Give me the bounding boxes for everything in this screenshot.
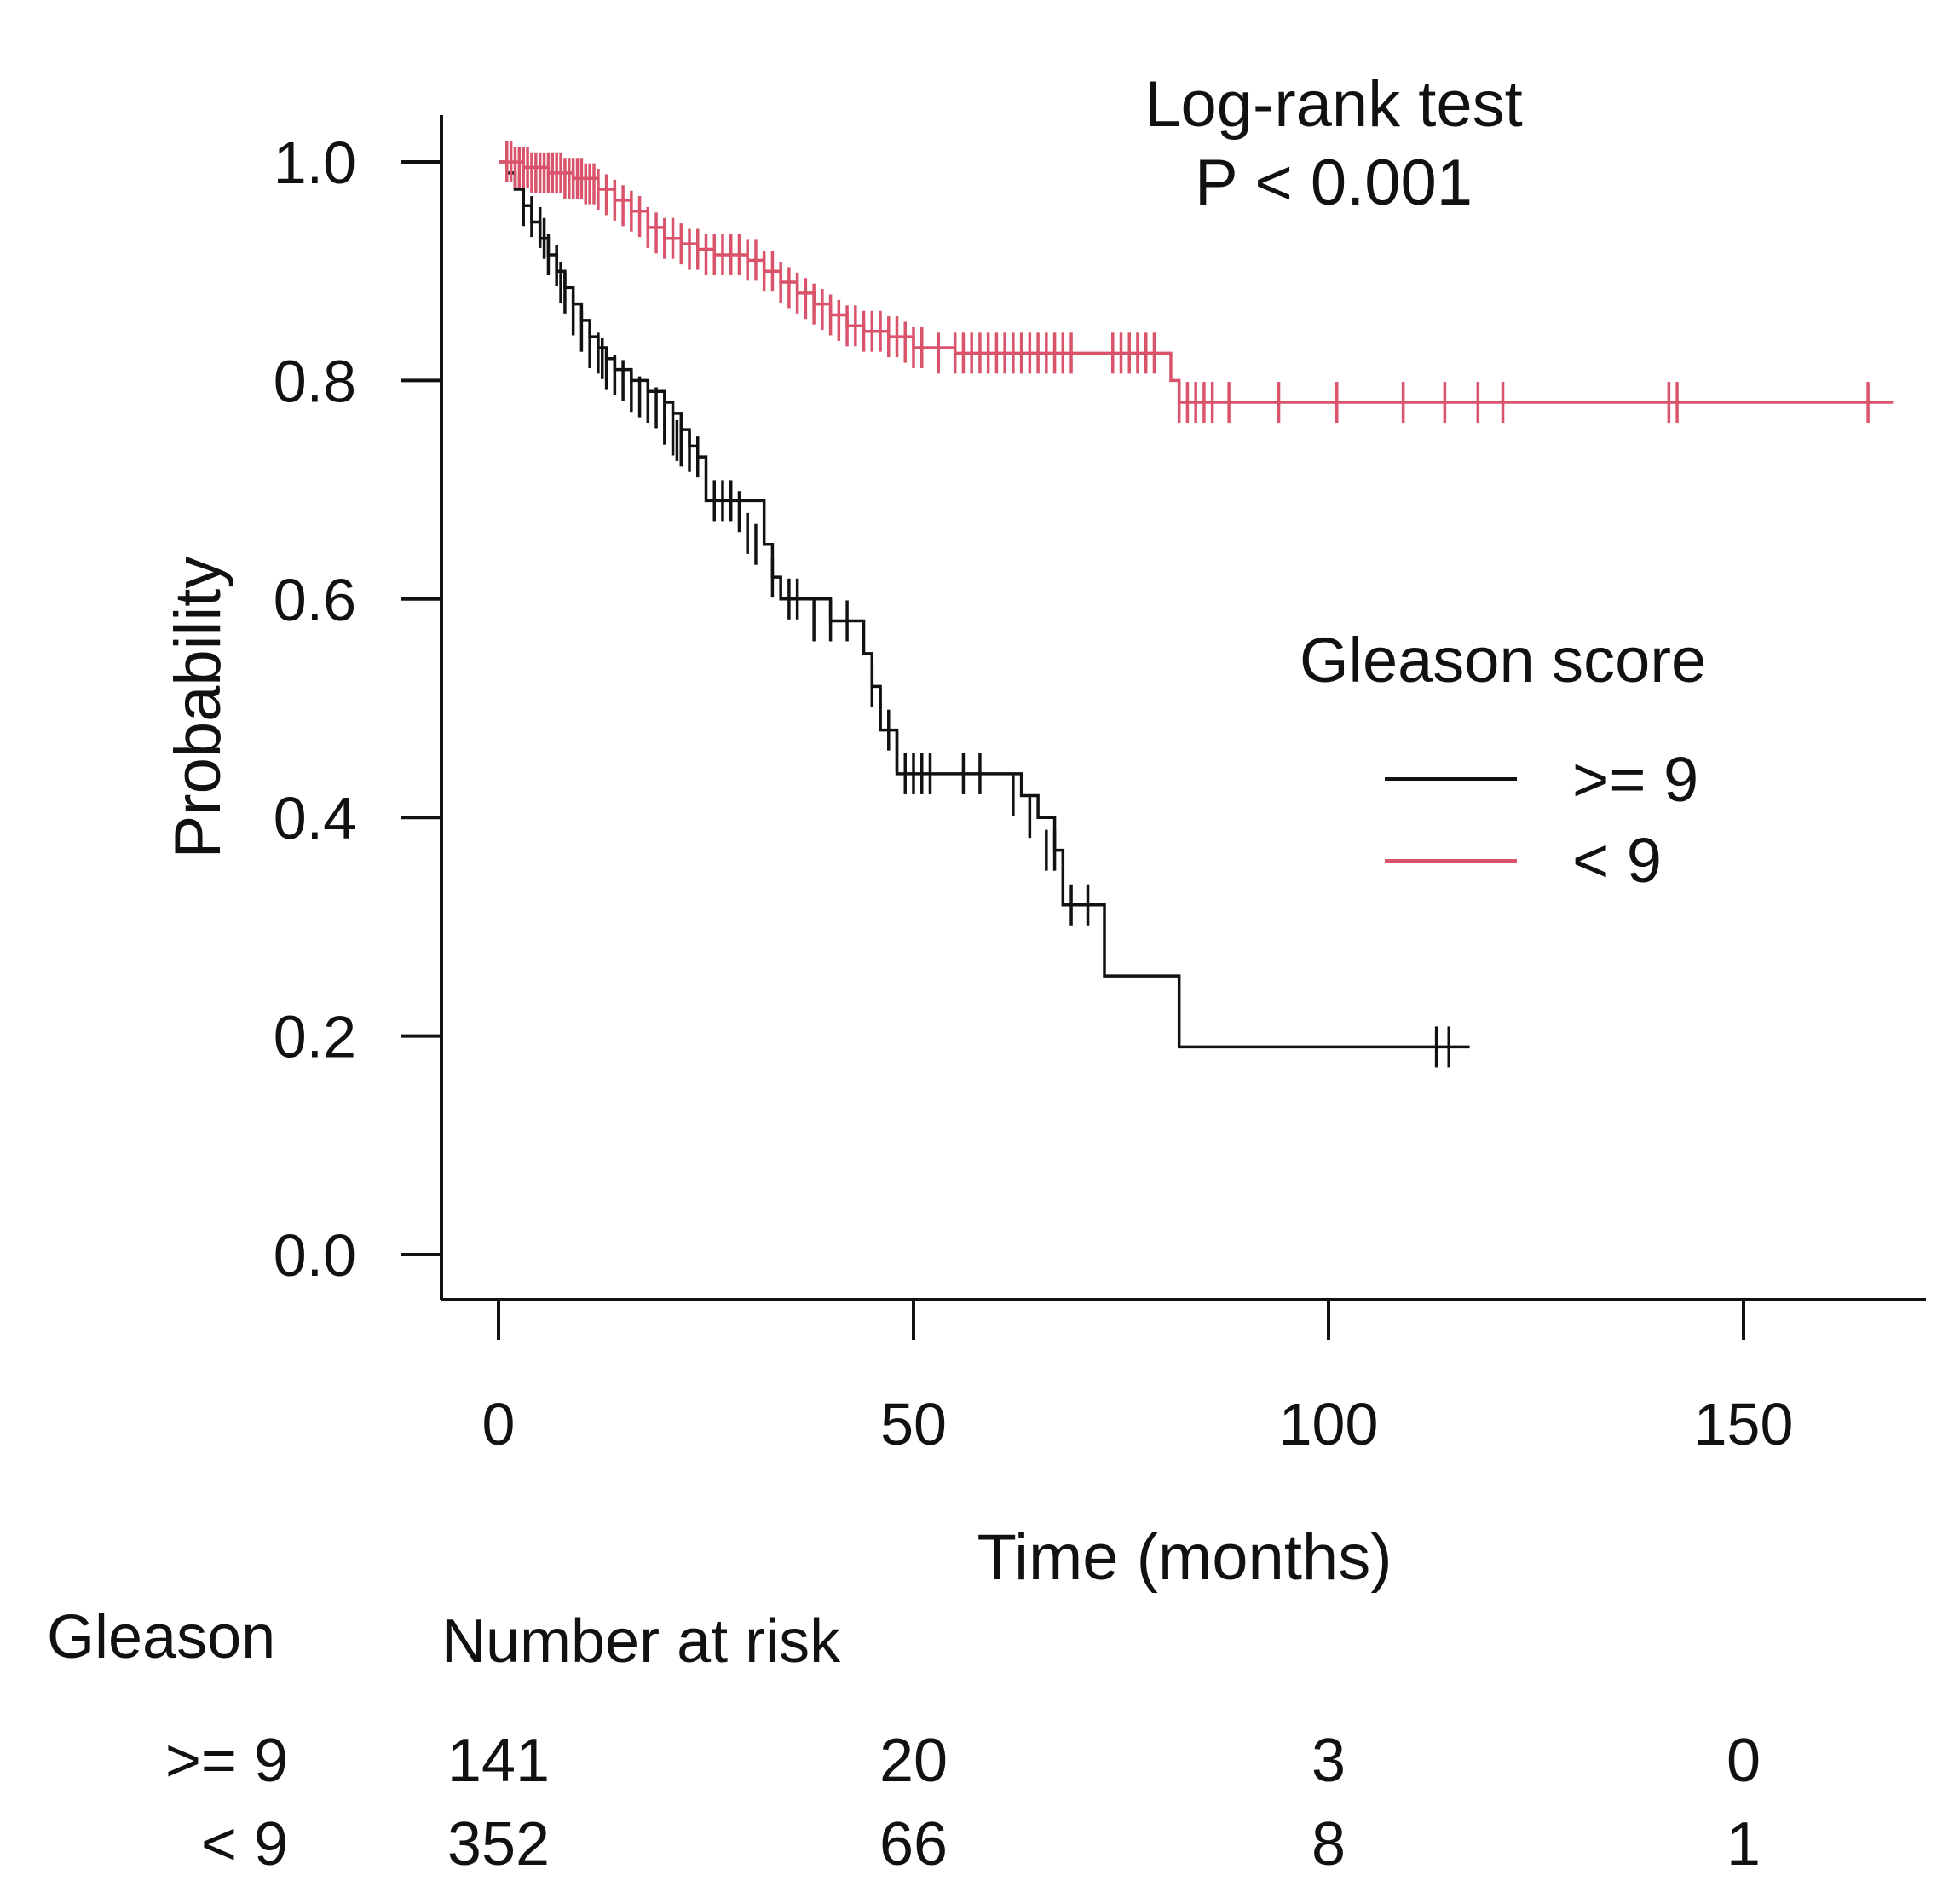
legend-title: Gleason score <box>1300 625 1706 695</box>
risk-table-rows: >= 9 141 20 3 0 < 9 352 66 8 1 <box>165 1727 1761 1878</box>
legend-label-ge9: >= 9 <box>1572 744 1698 815</box>
series-line-0 <box>499 160 1470 1049</box>
risk-value: 66 <box>879 1810 948 1878</box>
y-tick-label-5: 1.0 <box>274 130 356 196</box>
y-tick-label-4: 0.8 <box>274 348 356 414</box>
y-tick-label-1: 0.2 <box>274 1004 356 1070</box>
y-tick-label-3: 0.6 <box>274 567 356 633</box>
risk-row-label-1: < 9 <box>201 1810 288 1878</box>
x-axis-title: Time (months) <box>977 1521 1392 1594</box>
risk-value: 352 <box>447 1810 550 1878</box>
risk-value: 1 <box>1727 1810 1761 1878</box>
logrank-test-label: Log-rank test <box>1144 68 1523 141</box>
series-0 <box>499 160 1470 1068</box>
risk-value: 3 <box>1311 1727 1346 1795</box>
x-tick-label-1: 50 <box>880 1391 947 1457</box>
y-tick-label-0: 0.0 <box>274 1222 356 1289</box>
y-axis-ticks: 0.0 0.2 0.4 0.6 0.8 1.0 <box>274 130 441 1289</box>
risk-value: 8 <box>1311 1810 1346 1878</box>
y-tick-label-2: 0.4 <box>274 785 356 851</box>
x-axis-ticks: 0 50 100 150 <box>482 1300 1794 1457</box>
x-tick-label-2: 100 <box>1279 1391 1379 1457</box>
x-tick-label-3: 150 <box>1694 1391 1794 1457</box>
risk-table-header: Number at risk <box>441 1607 841 1676</box>
survival-curves <box>499 141 1894 1068</box>
legend: Gleason score >= 9 < 9 <box>1300 625 1706 896</box>
risk-row-label-0: >= 9 <box>165 1727 288 1795</box>
y-axis-title: Probability <box>162 557 234 859</box>
logrank-p-value: P < 0.001 <box>1195 147 1473 219</box>
risk-table-group-header: Gleason <box>47 1603 275 1671</box>
x-tick-label-0: 0 <box>482 1391 516 1457</box>
risk-value: 141 <box>447 1727 550 1795</box>
risk-value: 20 <box>879 1727 948 1795</box>
series-1 <box>499 141 1894 424</box>
legend-label-lt9: < 9 <box>1572 825 1662 896</box>
risk-value: 0 <box>1727 1727 1761 1795</box>
